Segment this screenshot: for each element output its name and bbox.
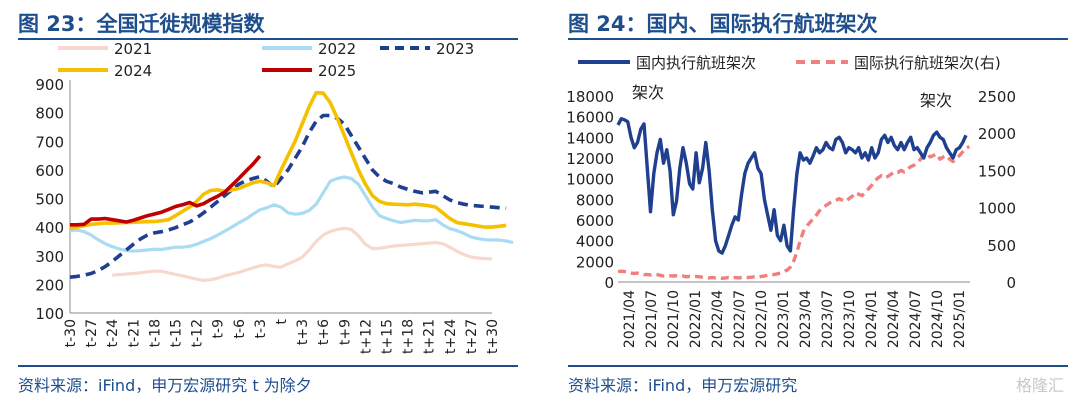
series-line-international: [617, 145, 971, 280]
series-line-domestic: [616, 117, 968, 255]
y-tick-label: 600: [35, 162, 64, 180]
y-tick-label: 0: [604, 274, 614, 292]
y-tick-label: 4000: [576, 233, 614, 251]
legend-label-2023: 2023: [436, 40, 474, 58]
x-tick-label: t+27: [464, 319, 480, 354]
y-right-tick-label: 1000: [978, 200, 1016, 218]
x-tick-label: t-30: [63, 319, 79, 347]
x-tick-label: t-12: [190, 319, 206, 347]
title-rule: [18, 38, 518, 40]
series-line-2021: [112, 226, 493, 282]
x-tick-label: t-24: [105, 319, 121, 347]
chart-title: 图 24：国内、国际执行航班架次: [568, 12, 878, 36]
x-tick-label: 2021/04: [622, 290, 638, 348]
legend-label-2025: 2025: [318, 62, 356, 80]
legend-label-2022: 2022: [318, 40, 356, 58]
y-tick-label: 14000: [566, 129, 614, 147]
x-tick-label: 2023/10: [842, 290, 858, 348]
migration-panel: 图 23：全国迁徙规模指数 100 200 300 400 500 600 700 800 90…: [0, 0, 530, 402]
x-tick-label: t+30: [485, 319, 501, 354]
x-tick-label: 2022/07: [732, 290, 748, 348]
flights-chart: 0200040006000800010000120001400016000180…: [566, 54, 1016, 348]
x-tick-label: t-27: [84, 319, 100, 347]
x-tick-label: t-3: [253, 319, 269, 338]
x-tick-label: t-18: [147, 319, 163, 347]
series-line-2025: [70, 154, 262, 227]
y-tick-label: 2000: [576, 253, 614, 271]
migration-chart: 100 200 300 400 500 600 700 800 900 t-30 t-27 t-24 t…: [35, 40, 514, 354]
x-tick-label: t-21: [126, 319, 142, 347]
x-tick-label: t-9: [211, 319, 227, 338]
legend-label-domestic: 国内执行航班架次: [636, 54, 756, 72]
x-tick-label: 2024/10: [930, 290, 946, 348]
watermark: 格隆汇: [1015, 376, 1064, 395]
x-tick-label: t-6: [232, 319, 248, 339]
title-rule: [568, 38, 1068, 40]
x-tick-label: 2021/07: [644, 290, 660, 348]
y-tick-label: 6000: [576, 212, 614, 230]
x-tick-label: 2023/01: [776, 290, 792, 348]
y-tick-label: 8000: [576, 191, 614, 209]
series-line-2022: [69, 175, 514, 253]
x-tick-label: 2024/07: [908, 290, 924, 348]
y-right-tick-label: 2000: [978, 125, 1016, 143]
y-tick-label: 18000: [566, 88, 614, 106]
x-tick-label: t: [274, 319, 290, 325]
chart-title: 图 23：全国迁徙规模指数: [18, 12, 265, 36]
y-tick-label: 700: [35, 133, 64, 151]
series-line-2024: [69, 90, 507, 231]
y-right-axis-label: 架次: [920, 91, 952, 110]
y-tick-label: 300: [35, 248, 64, 266]
flights-panel: 图 24：国内、国际执行航班架次 0 2000 4000 6000 8000 10000 1…: [550, 0, 1080, 402]
y-tick-label: 500: [35, 191, 64, 209]
y-tick-label: 10000: [566, 171, 614, 189]
x-tick-label: 2024/01: [864, 290, 880, 348]
x-tick-label: t+6: [316, 319, 332, 345]
source-note: 资料来源：iFind，申万宏源研究 t 为除夕: [18, 376, 312, 395]
y-tick-label: 800: [35, 105, 64, 123]
x-tick-label: 2021/10: [666, 290, 682, 348]
y-right-tick-label: 2500: [978, 88, 1016, 106]
y-tick-label: 400: [35, 219, 64, 237]
y-tick-label: 900: [35, 76, 64, 94]
y-right-tick-label: 0: [1006, 274, 1016, 292]
y-tick-label: 100: [35, 305, 64, 323]
y-tick-label: 12000: [566, 150, 614, 168]
source-rule: [18, 365, 518, 367]
x-tick-label: t-15: [169, 319, 185, 347]
x-tick-label: 2022/04: [710, 290, 726, 348]
x-tick-label: t+9: [337, 319, 353, 345]
x-tick-label: t+3: [295, 319, 311, 345]
legend-label-international: 国际执行航班架次(右): [854, 54, 1001, 72]
x-tick-label: t+15: [380, 319, 396, 354]
x-tick-label: 2023/07: [820, 290, 836, 348]
x-tick-label: t+12: [358, 319, 374, 354]
source-note: 资料来源：iFind，申万宏源研究: [568, 376, 798, 395]
legend-label-2024: 2024: [114, 62, 152, 80]
x-tick-label: 2022/01: [688, 290, 704, 348]
y-tick-label: 16000: [566, 109, 614, 127]
y-tick-label: 200: [35, 276, 64, 294]
series-line-2023: [69, 113, 507, 279]
x-tick-label: 2023/04: [798, 290, 814, 348]
x-tick-label: t+18: [401, 319, 417, 354]
y-right-tick-label: 500: [987, 237, 1016, 255]
x-tick-label: 2024/04: [886, 290, 902, 348]
legend-label-2021: 2021: [114, 40, 152, 58]
x-tick-label: t+24: [443, 319, 459, 354]
y-axis-label: 架次: [632, 83, 664, 102]
x-tick-label: 2022/10: [754, 290, 770, 348]
x-tick-label: t+21: [422, 319, 438, 354]
y-right-tick-label: 1500: [978, 162, 1016, 180]
source-rule: [568, 365, 1068, 367]
x-tick-label: 2025/01: [952, 290, 968, 348]
